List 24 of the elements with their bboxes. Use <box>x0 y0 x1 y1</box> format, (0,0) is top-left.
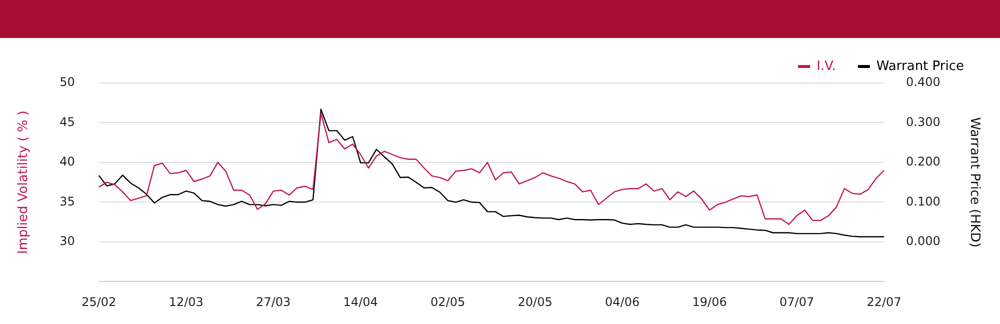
y2-tick-label: 0.100 <box>906 194 940 208</box>
x-tick-label: 14/04 <box>343 294 378 309</box>
y-tick-label: 30 <box>60 234 75 248</box>
x-tick-label: 04/06 <box>605 294 640 309</box>
legend-label: I.V. <box>816 58 836 74</box>
legend-label: Warrant Price <box>876 58 964 74</box>
y2-axis-title: Warrant Price (HKD) <box>966 117 982 248</box>
y2-tick-label: 0.000 <box>906 234 940 248</box>
x-tick-label: 07/07 <box>780 294 814 309</box>
y2-tick-label: 0.300 <box>906 114 940 129</box>
y-tick-label: 45 <box>60 114 75 129</box>
y-axis-title: Implied Volatility ( % ) <box>16 110 32 254</box>
y-tick-label: 40 <box>60 154 75 169</box>
x-tick-label: 19/06 <box>692 294 727 309</box>
x-tick-label: 27/03 <box>256 294 291 309</box>
x-tick-label: 12/03 <box>168 294 204 309</box>
y2-tick-label: 0.400 <box>906 75 940 90</box>
x-tick-label: 22/07 <box>866 294 902 309</box>
x-tick-label: 02/05 <box>430 294 466 309</box>
y-tick-label: 35 <box>60 194 75 208</box>
y2-tick-label: 0.200 <box>906 154 940 169</box>
y-tick-label: 50 <box>60 75 75 90</box>
x-tick-label: 25/02 <box>82 294 116 309</box>
x-tick-label: 20/05 <box>518 294 552 309</box>
